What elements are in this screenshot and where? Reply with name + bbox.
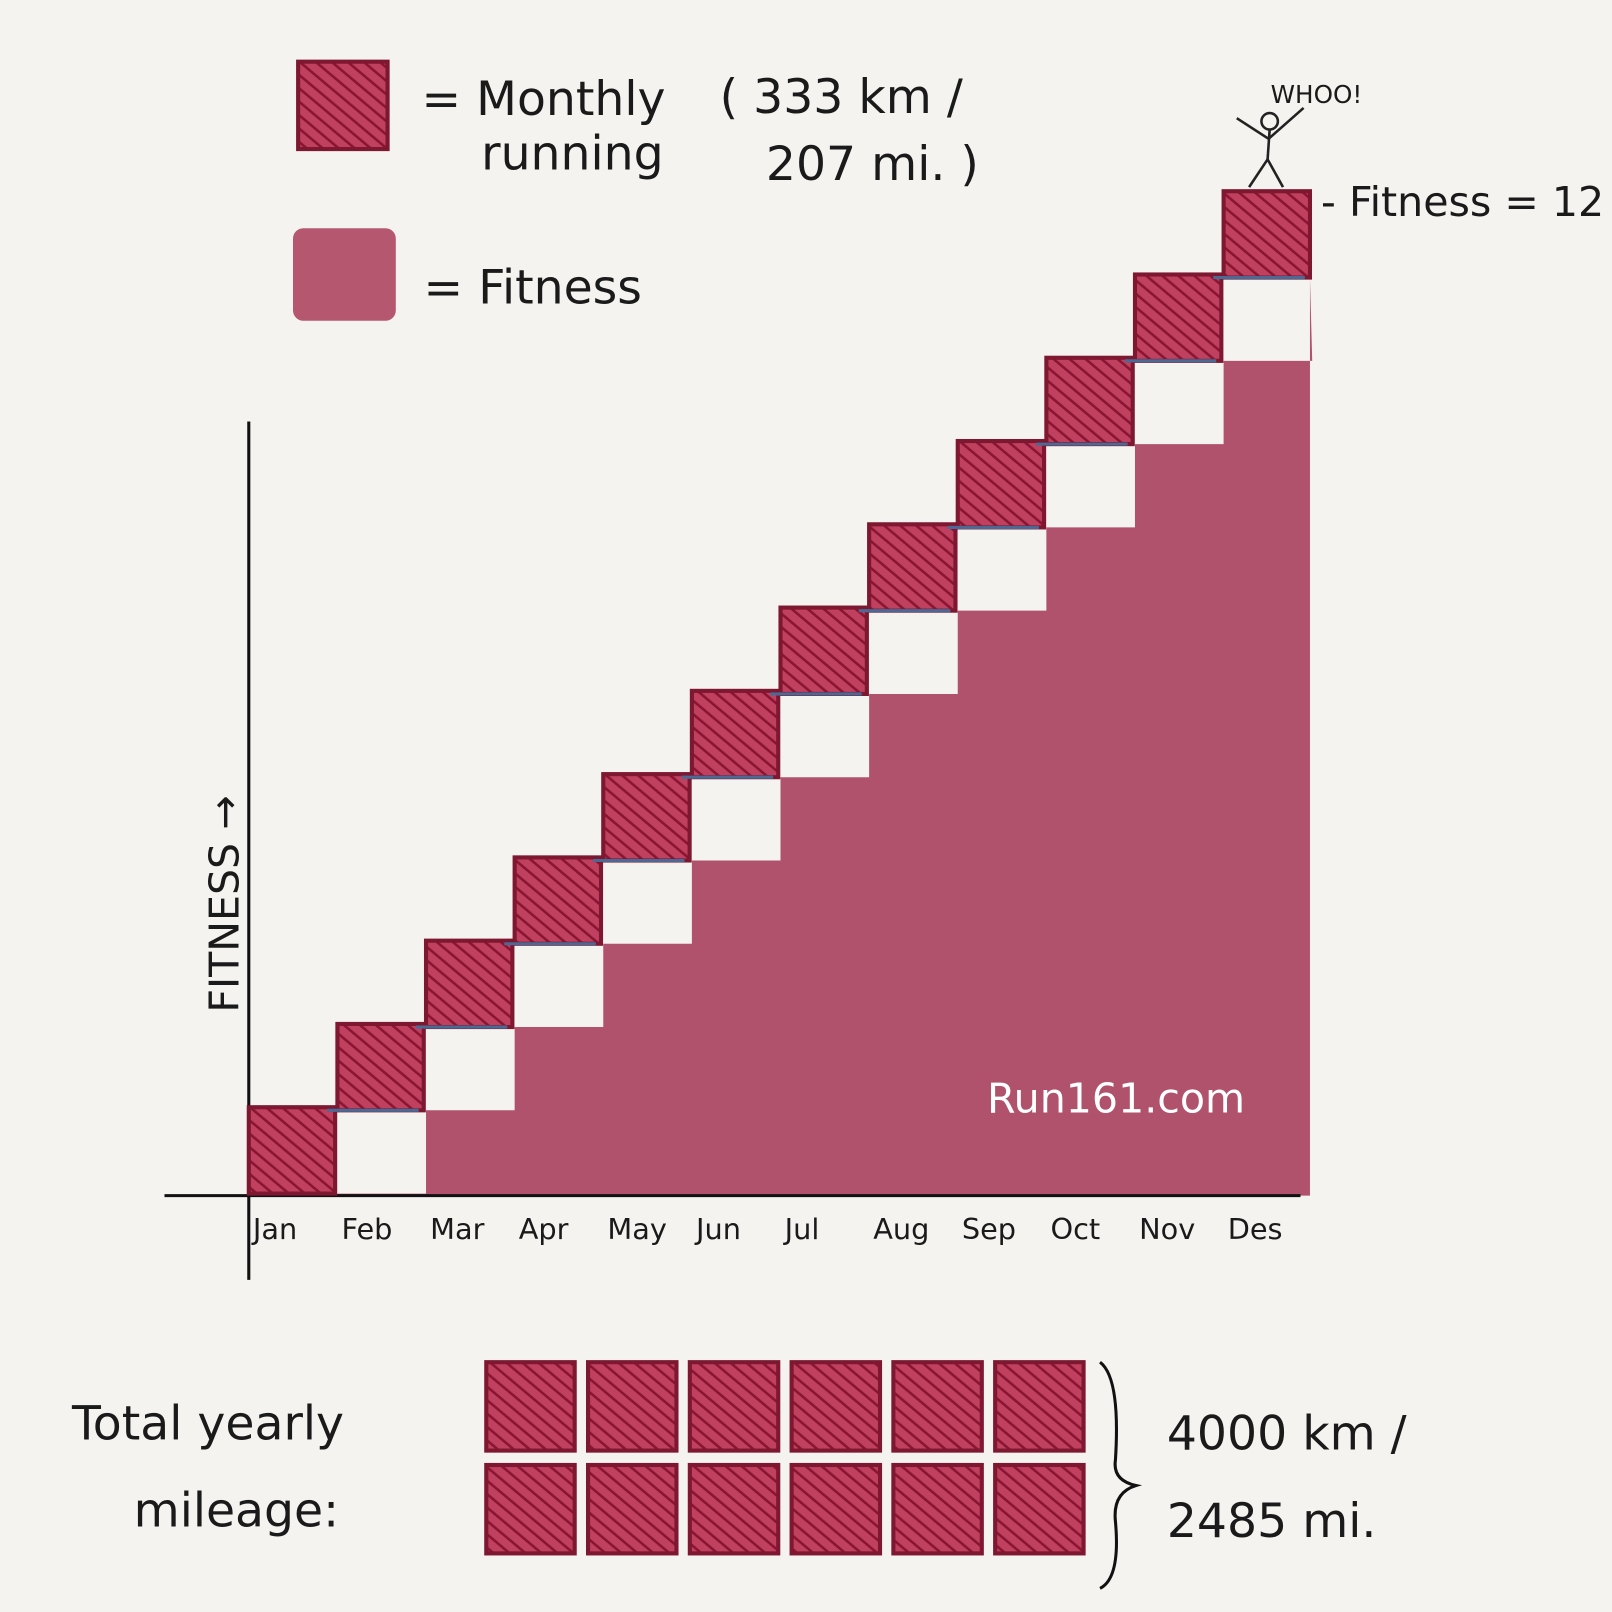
mileage-block — [585, 1462, 679, 1556]
total-label: mileage: — [134, 1484, 339, 1539]
x-tick-label: Des — [1228, 1212, 1283, 1246]
month-block — [246, 1105, 338, 1196]
total-distance: 4000 km / — [1167, 1407, 1407, 1462]
month-block — [778, 605, 869, 696]
peak-label: - Fitness = 12 — [1321, 178, 1604, 226]
x-tick-label: Aug — [873, 1212, 929, 1246]
legend-swatch-running — [296, 59, 390, 152]
y-axis-label: FITNESS → — [201, 795, 249, 1012]
month-block — [1221, 189, 1313, 280]
stick-figure — [1236, 106, 1305, 188]
total-distance: 2485 mi. — [1167, 1494, 1377, 1549]
x-tick-label: Mar — [430, 1212, 484, 1246]
mileage-block — [789, 1462, 883, 1556]
x-tick-label: Feb — [342, 1212, 393, 1246]
mileage-block — [993, 1462, 1086, 1556]
mileage-block — [789, 1360, 883, 1453]
legend-distance: ( 333 km / — [720, 70, 963, 125]
chart: FITNESS → WHOO! - Fitness = 12 Jan Feb Mar… — [164, 80, 1604, 1280]
mileage-block — [993, 1360, 1086, 1453]
x-tick-label: Nov — [1139, 1212, 1195, 1246]
month-block — [689, 688, 781, 780]
month-block — [335, 1021, 426, 1113]
x-tick-label: Jun — [694, 1212, 741, 1246]
x-tick-label: Jul — [783, 1212, 820, 1246]
month-block — [512, 855, 604, 946]
brace — [1099, 1360, 1143, 1590]
legend: = Monthly running ( 333 km / 207 mi. ) =… — [292, 59, 979, 321]
month-block — [955, 438, 1047, 530]
month-block — [1132, 272, 1224, 363]
mileage-block — [687, 1360, 781, 1453]
watermark: Run161.com — [987, 1074, 1245, 1122]
month-block — [423, 938, 515, 1030]
legend-running: = Monthly — [422, 72, 666, 127]
total-label: Total yearly — [71, 1396, 344, 1451]
mileage-block — [484, 1360, 577, 1453]
x-tick-label: Sep — [962, 1212, 1016, 1246]
mileage-block — [891, 1360, 984, 1453]
x-tick-label: May — [607, 1212, 666, 1246]
legend-swatch-fitness — [292, 228, 396, 321]
legend-distance: 207 mi. ) — [766, 137, 979, 192]
x-tick-label: Oct — [1050, 1212, 1100, 1246]
mileage-block — [687, 1462, 781, 1556]
cheer: WHOO! — [1271, 80, 1363, 109]
month-block — [1044, 355, 1135, 447]
x-tick-label: Jan — [251, 1212, 297, 1246]
legend-running: running — [481, 127, 663, 182]
total: Total yearly mileage: 4000 km / 2485 mi. — [71, 1360, 1407, 1590]
x-tick-label: Apr — [519, 1212, 569, 1246]
mileage-block — [484, 1462, 577, 1556]
legend-fitness: = Fitness — [424, 260, 642, 315]
mileage-block — [891, 1462, 984, 1556]
month-block — [601, 772, 692, 863]
fitness-area — [337, 277, 1313, 1196]
month-block — [867, 522, 958, 613]
mileage-block — [585, 1360, 679, 1453]
